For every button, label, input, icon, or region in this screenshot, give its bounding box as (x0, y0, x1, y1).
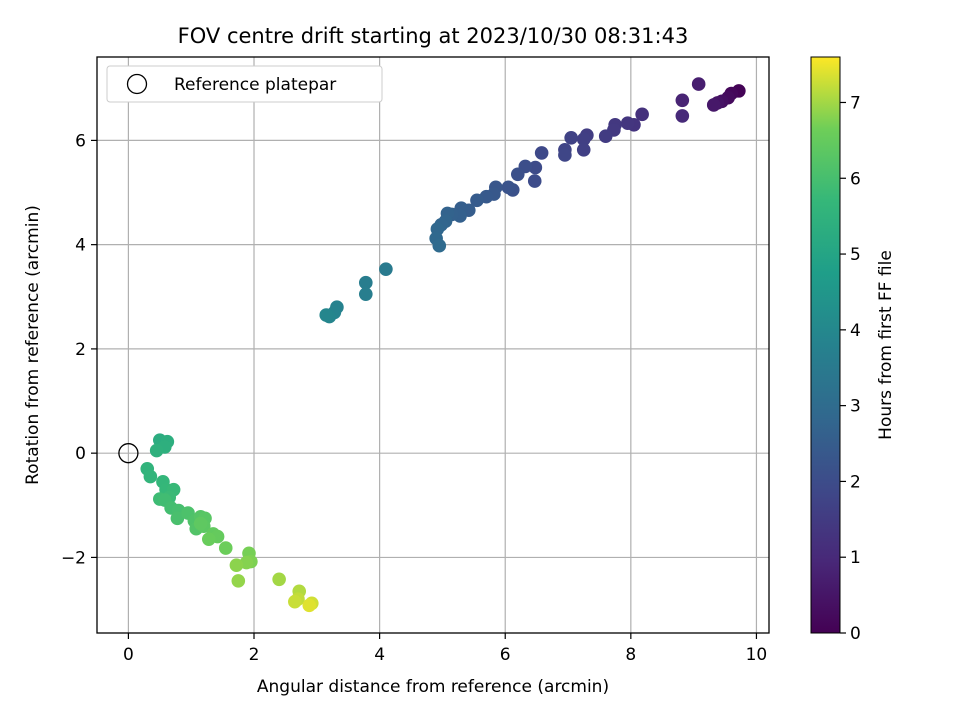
data-point (432, 238, 447, 253)
x-tick-label: 8 (625, 645, 636, 665)
data-point (576, 142, 591, 157)
x-axis-ticks: 0 2 4 6 8 10 (123, 633, 767, 665)
data-point (510, 167, 525, 182)
data-point (201, 532, 216, 546)
data-point (528, 160, 543, 175)
data-point (564, 130, 578, 145)
data-point (193, 516, 208, 531)
data-point (143, 469, 158, 484)
data-point (534, 146, 549, 160)
data-point (229, 558, 244, 573)
colorbar-tick-label: 5 (850, 245, 861, 265)
colorbar-tick-label: 2 (850, 472, 861, 492)
colorbar-tick-label: 7 (850, 93, 861, 113)
colorbar-ticks: 0 1 2 3 4 5 6 7 (840, 93, 861, 644)
y-axis-label: Rotation from reference (arcmin) (23, 205, 43, 485)
x-tick-label: 0 (123, 645, 134, 665)
y-tick-label: −2 (61, 548, 86, 568)
x-tick-label: 4 (374, 645, 385, 665)
x-axis-label: Angular distance from reference (arcmin) (257, 677, 609, 697)
data-point (319, 308, 334, 322)
legend: Reference platepar (106, 65, 383, 103)
data-point (288, 594, 302, 609)
y-tick-label: 2 (75, 340, 86, 360)
y-tick-label: 6 (75, 131, 86, 151)
colorbar-gradient (810, 56, 841, 634)
colorbar-tick-label: 4 (850, 321, 861, 341)
legend-box (106, 65, 383, 103)
y-axis-ticks: −2 0 2 4 6 (61, 131, 97, 568)
data-point (149, 443, 164, 458)
data-point (272, 572, 286, 587)
data-point (558, 148, 572, 162)
data-point (170, 511, 185, 526)
data-point (359, 287, 373, 301)
data-points (118, 77, 746, 613)
colorbar-tick-label: 3 (850, 397, 861, 417)
data-point (620, 116, 635, 131)
colorbar: 0 1 2 3 4 5 6 7 Hours from first FF file (810, 56, 896, 644)
data-point (691, 77, 706, 91)
data-point (379, 262, 393, 276)
data-point (635, 107, 649, 122)
y-tick-label: 4 (75, 236, 86, 256)
legend-marker-icon (126, 73, 148, 95)
colorbar-label: Hours from first FF file (876, 250, 896, 440)
data-point (598, 129, 613, 144)
x-tick-label: 6 (500, 645, 511, 665)
legend-entry: Reference platepar (174, 75, 336, 95)
data-point (675, 109, 690, 123)
data-point (470, 193, 484, 208)
y-tick-label: 0 (75, 444, 86, 464)
data-point (527, 174, 542, 188)
x-tick-label: 2 (249, 645, 260, 665)
data-point (359, 275, 373, 290)
colorbar-tick-label: 0 (850, 624, 861, 644)
data-point (501, 180, 516, 195)
reference-point-marker (118, 443, 139, 464)
x-tick-label: 10 (746, 645, 768, 665)
data-point (706, 98, 721, 112)
data-point (576, 132, 591, 147)
data-point (675, 93, 690, 108)
grid-lines (97, 57, 769, 633)
data-point (231, 574, 246, 588)
chart-title: FOV centre drift starting at 2023/10/30 … (178, 24, 689, 48)
data-point (218, 541, 233, 555)
colorbar-tick-label: 1 (850, 548, 861, 568)
colorbar-tick-label: 6 (850, 169, 861, 189)
plot-area-frame (96, 56, 770, 634)
data-point (302, 598, 317, 613)
